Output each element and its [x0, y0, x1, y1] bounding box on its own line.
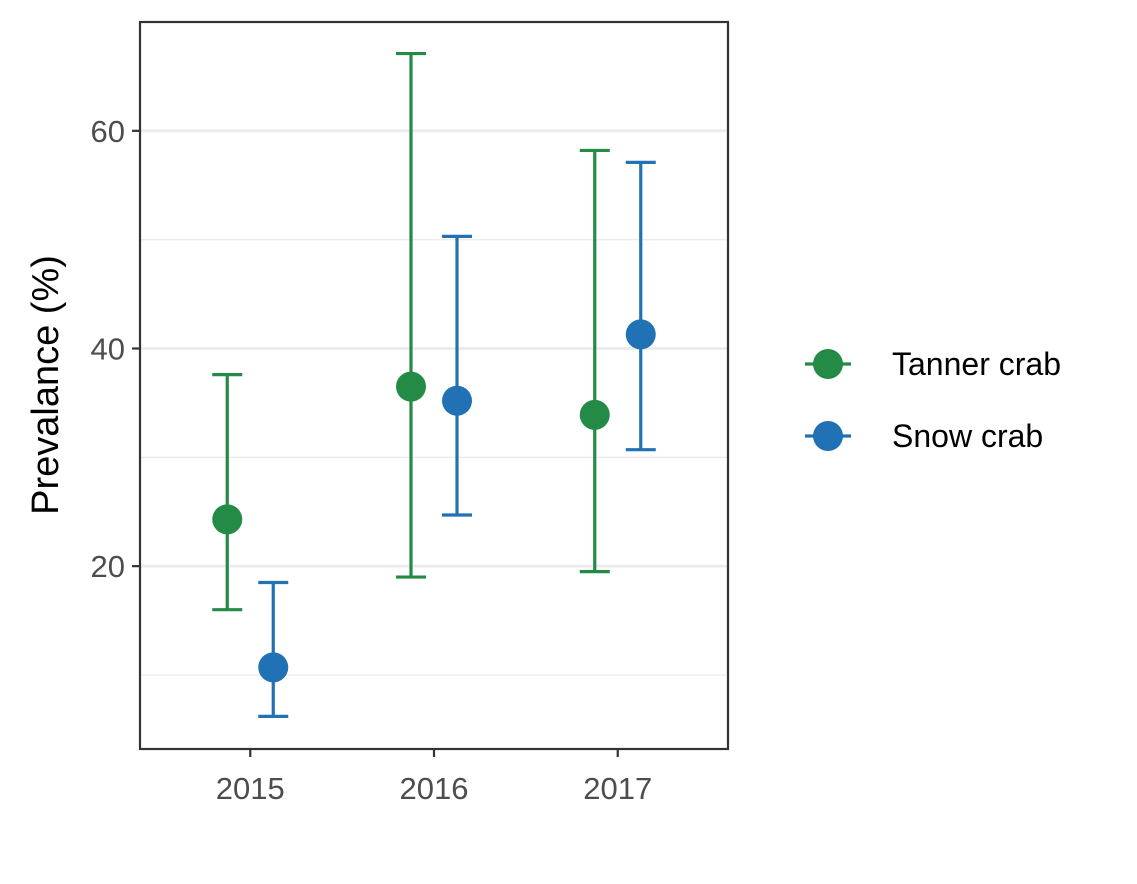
- y-axis-title: Prevalance (%): [25, 255, 67, 515]
- legend-label: Tanner crab: [892, 346, 1061, 382]
- plot-data: [212, 51, 656, 718]
- legend-item: Tanner crab: [805, 346, 1061, 382]
- data-point: [625, 319, 656, 350]
- legend: Tanner crab Snow crab: [805, 346, 1061, 454]
- x-tick-label: 2017: [583, 771, 652, 806]
- legend-label: Snow crab: [892, 418, 1043, 454]
- y-tick-label: 20: [91, 549, 125, 584]
- data-point: [442, 385, 472, 416]
- axes: 20 40 60 2015 2016 2017: [91, 114, 653, 806]
- y-tick-label: 40: [91, 331, 125, 366]
- grid: [140, 129, 728, 676]
- data-point: [212, 504, 243, 535]
- data-point: [579, 399, 610, 430]
- data-point: [396, 371, 426, 402]
- data-point: [258, 652, 289, 683]
- x-tick-label: 2016: [400, 771, 469, 806]
- legend-key-point: [813, 349, 843, 379]
- legend-key-point: [813, 421, 843, 451]
- y-tick-label: 60: [91, 114, 125, 149]
- x-tick-label: 2015: [216, 771, 285, 806]
- legend-item: Snow crab: [805, 418, 1043, 454]
